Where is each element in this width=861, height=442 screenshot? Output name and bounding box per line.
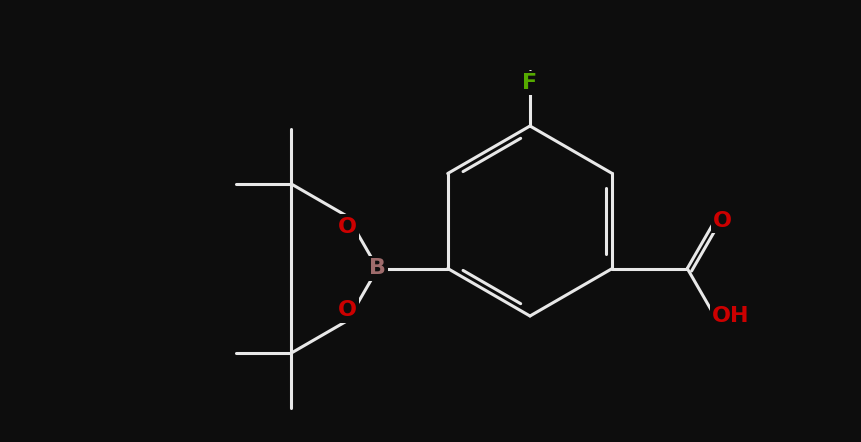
Text: OH: OH (712, 306, 750, 326)
Text: O: O (713, 211, 732, 231)
Text: F: F (523, 73, 537, 93)
Text: O: O (338, 301, 357, 320)
Text: O: O (338, 217, 357, 236)
Text: B: B (369, 259, 387, 278)
